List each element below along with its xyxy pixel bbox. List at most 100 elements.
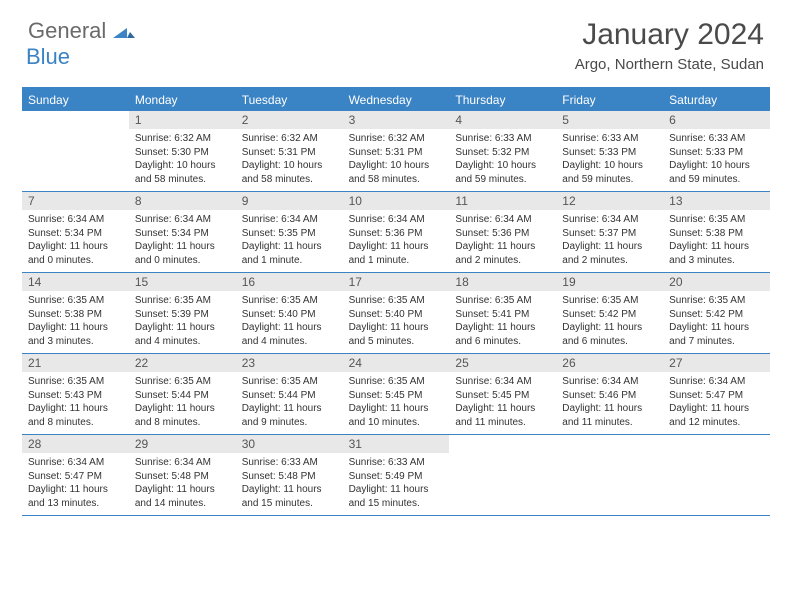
- sunrise-text: Sunrise: 6:34 AM: [28, 213, 123, 227]
- sunrise-text: Sunrise: 6:33 AM: [669, 132, 764, 146]
- day-cell: 8Sunrise: 6:34 AMSunset: 5:34 PMDaylight…: [129, 192, 236, 272]
- sunrise-text: Sunrise: 6:32 AM: [135, 132, 230, 146]
- day-number: 1: [129, 111, 236, 129]
- day-number: 23: [236, 354, 343, 372]
- day-number: 15: [129, 273, 236, 291]
- day-cell: 30Sunrise: 6:33 AMSunset: 5:48 PMDayligh…: [236, 435, 343, 515]
- sunrise-text: Sunrise: 6:32 AM: [349, 132, 444, 146]
- sunrise-text: Sunrise: 6:35 AM: [349, 375, 444, 389]
- day-body: Sunrise: 6:35 AMSunset: 5:38 PMDaylight:…: [22, 291, 129, 352]
- sunset-text: Sunset: 5:31 PM: [242, 146, 337, 160]
- day-body: Sunrise: 6:34 AMSunset: 5:37 PMDaylight:…: [556, 210, 663, 271]
- sunrise-text: Sunrise: 6:34 AM: [562, 375, 657, 389]
- daylight-text: Daylight: 11 hours and 8 minutes.: [135, 402, 230, 429]
- day-cell: 14Sunrise: 6:35 AMSunset: 5:38 PMDayligh…: [22, 273, 129, 353]
- sunrise-text: Sunrise: 6:34 AM: [28, 456, 123, 470]
- sunset-text: Sunset: 5:34 PM: [135, 227, 230, 241]
- day-number: 25: [449, 354, 556, 372]
- logo-text-blue: Blue: [26, 44, 70, 69]
- sunrise-text: Sunrise: 6:34 AM: [349, 213, 444, 227]
- sunrise-text: Sunrise: 6:34 AM: [242, 213, 337, 227]
- daylight-text: Daylight: 11 hours and 0 minutes.: [28, 240, 123, 267]
- day-body: Sunrise: 6:34 AMSunset: 5:34 PMDaylight:…: [129, 210, 236, 271]
- sunset-text: Sunset: 5:38 PM: [28, 308, 123, 322]
- logo-mark-icon: [113, 25, 135, 42]
- sunrise-text: Sunrise: 6:35 AM: [28, 375, 123, 389]
- sunset-text: Sunset: 5:33 PM: [562, 146, 657, 160]
- day-cell: 18Sunrise: 6:35 AMSunset: 5:41 PMDayligh…: [449, 273, 556, 353]
- sunset-text: Sunset: 5:33 PM: [669, 146, 764, 160]
- daylight-text: Daylight: 10 hours and 58 minutes.: [135, 159, 230, 186]
- day-number: 24: [343, 354, 450, 372]
- sunrise-text: Sunrise: 6:33 AM: [242, 456, 337, 470]
- sunrise-text: Sunrise: 6:35 AM: [455, 294, 550, 308]
- daylight-text: Daylight: 11 hours and 15 minutes.: [242, 483, 337, 510]
- sunrise-text: Sunrise: 6:35 AM: [135, 375, 230, 389]
- sunrise-text: Sunrise: 6:35 AM: [135, 294, 230, 308]
- sunset-text: Sunset: 5:47 PM: [669, 389, 764, 403]
- day-number: 2: [236, 111, 343, 129]
- day-number: 4: [449, 111, 556, 129]
- daylight-text: Daylight: 10 hours and 59 minutes.: [669, 159, 764, 186]
- sunrise-text: Sunrise: 6:33 AM: [455, 132, 550, 146]
- day-number: 31: [343, 435, 450, 453]
- sunrise-text: Sunrise: 6:32 AM: [242, 132, 337, 146]
- daylight-text: Daylight: 11 hours and 4 minutes.: [242, 321, 337, 348]
- sunset-text: Sunset: 5:35 PM: [242, 227, 337, 241]
- day-number: 26: [556, 354, 663, 372]
- day-body: Sunrise: 6:33 AMSunset: 5:33 PMDaylight:…: [663, 129, 770, 190]
- day-body: Sunrise: 6:35 AMSunset: 5:39 PMDaylight:…: [129, 291, 236, 352]
- sunrise-text: Sunrise: 6:34 AM: [562, 213, 657, 227]
- page-title: January 2024: [575, 18, 764, 52]
- sunset-text: Sunset: 5:40 PM: [242, 308, 337, 322]
- logo-text-general: General: [28, 18, 106, 43]
- day-number: 22: [129, 354, 236, 372]
- day-number: 29: [129, 435, 236, 453]
- day-cell: 2Sunrise: 6:32 AMSunset: 5:31 PMDaylight…: [236, 111, 343, 191]
- daylight-text: Daylight: 11 hours and 2 minutes.: [562, 240, 657, 267]
- day-body: Sunrise: 6:33 AMSunset: 5:48 PMDaylight:…: [236, 453, 343, 514]
- daylight-text: Daylight: 11 hours and 10 minutes.: [349, 402, 444, 429]
- day-cell: 26Sunrise: 6:34 AMSunset: 5:46 PMDayligh…: [556, 354, 663, 434]
- daylight-text: Daylight: 10 hours and 59 minutes.: [562, 159, 657, 186]
- daylight-text: Daylight: 10 hours and 59 minutes.: [455, 159, 550, 186]
- week-row: 7Sunrise: 6:34 AMSunset: 5:34 PMDaylight…: [22, 192, 770, 273]
- day-body: Sunrise: 6:35 AMSunset: 5:41 PMDaylight:…: [449, 291, 556, 352]
- day-cell: [22, 111, 129, 191]
- day-body: Sunrise: 6:34 AMSunset: 5:34 PMDaylight:…: [22, 210, 129, 271]
- day-body: Sunrise: 6:35 AMSunset: 5:38 PMDaylight:…: [663, 210, 770, 271]
- sunset-text: Sunset: 5:45 PM: [455, 389, 550, 403]
- day-number: 9: [236, 192, 343, 210]
- day-cell: 13Sunrise: 6:35 AMSunset: 5:38 PMDayligh…: [663, 192, 770, 272]
- dow-sunday: Sunday: [22, 89, 129, 111]
- day-cell: 20Sunrise: 6:35 AMSunset: 5:42 PMDayligh…: [663, 273, 770, 353]
- day-cell: [663, 435, 770, 515]
- day-number: 12: [556, 192, 663, 210]
- sunset-text: Sunset: 5:36 PM: [455, 227, 550, 241]
- daylight-text: Daylight: 11 hours and 7 minutes.: [669, 321, 764, 348]
- header: General Blue January 2024 Argo, Northern…: [0, 0, 792, 79]
- day-body: Sunrise: 6:34 AMSunset: 5:47 PMDaylight:…: [663, 372, 770, 433]
- week-row: 14Sunrise: 6:35 AMSunset: 5:38 PMDayligh…: [22, 273, 770, 354]
- daylight-text: Daylight: 11 hours and 6 minutes.: [455, 321, 550, 348]
- day-cell: 3Sunrise: 6:32 AMSunset: 5:31 PMDaylight…: [343, 111, 450, 191]
- sunrise-text: Sunrise: 6:34 AM: [135, 213, 230, 227]
- day-body: Sunrise: 6:35 AMSunset: 5:44 PMDaylight:…: [129, 372, 236, 433]
- day-body: Sunrise: 6:35 AMSunset: 5:40 PMDaylight:…: [343, 291, 450, 352]
- dow-wednesday: Wednesday: [343, 89, 450, 111]
- sunrise-text: Sunrise: 6:35 AM: [669, 294, 764, 308]
- title-block: January 2024 Argo, Northern State, Sudan: [575, 18, 764, 73]
- day-body: Sunrise: 6:34 AMSunset: 5:47 PMDaylight:…: [22, 453, 129, 514]
- sunset-text: Sunset: 5:31 PM: [349, 146, 444, 160]
- dow-tuesday: Tuesday: [236, 89, 343, 111]
- day-number: 14: [22, 273, 129, 291]
- daylight-text: Daylight: 11 hours and 11 minutes.: [455, 402, 550, 429]
- day-number: 19: [556, 273, 663, 291]
- sunset-text: Sunset: 5:40 PM: [349, 308, 444, 322]
- sunrise-text: Sunrise: 6:35 AM: [242, 375, 337, 389]
- day-number: 16: [236, 273, 343, 291]
- dow-saturday: Saturday: [663, 89, 770, 111]
- sunrise-text: Sunrise: 6:34 AM: [135, 456, 230, 470]
- day-cell: 22Sunrise: 6:35 AMSunset: 5:44 PMDayligh…: [129, 354, 236, 434]
- sunrise-text: Sunrise: 6:33 AM: [349, 456, 444, 470]
